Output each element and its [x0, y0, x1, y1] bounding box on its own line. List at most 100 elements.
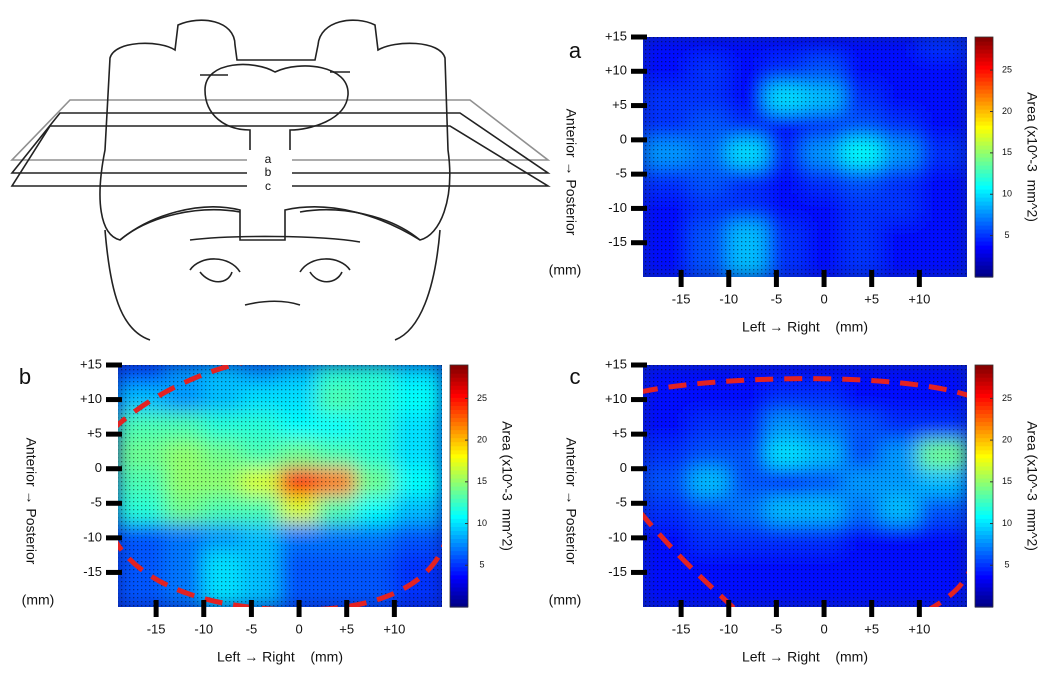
y-tick-label: +5: [612, 97, 627, 112]
colorbar-segment: [975, 413, 993, 419]
colorbar-segment: [975, 197, 993, 202]
colorbar-tick-label: 5: [479, 560, 484, 570]
y-axis-label: Anterior → Posterior: [23, 438, 39, 565]
colorbar-segment: [975, 213, 993, 218]
colorbar-segment: [975, 590, 993, 596]
heatmap-panel: [643, 37, 967, 277]
colorbar-segment: [975, 69, 993, 74]
x-tick-label: -5: [246, 621, 258, 636]
colorbar-segment: [450, 465, 468, 471]
colorbar-segment: [450, 473, 468, 479]
colorbar-segment: [450, 421, 468, 427]
colorbar-tick-label: 20: [1002, 106, 1012, 116]
colorbar-segment: [975, 445, 993, 451]
colorbar-segment: [975, 121, 993, 126]
colorbar-tick-label: 20: [1002, 434, 1012, 444]
colorbar-segment: [450, 582, 468, 588]
colorbar-segment: [975, 265, 993, 270]
colorbar-segment: [975, 153, 993, 158]
colorbar-segment: [975, 129, 993, 134]
colorbar-segment: [975, 189, 993, 194]
colorbar-segment: [450, 461, 468, 467]
y-tick-label: -5: [615, 495, 627, 510]
colorbar-segment: [975, 53, 993, 58]
colorbar-segment: [975, 514, 993, 519]
colorbar-segment: [450, 598, 468, 604]
colorbar-segment: [450, 441, 468, 447]
colorbar-segment: [975, 57, 993, 62]
colorbar-segment: [450, 590, 468, 596]
colorbar-segment: [975, 269, 993, 274]
colorbar-segment: [450, 385, 468, 390]
y-tick-label: 0: [620, 131, 627, 146]
colorbar-segment: [975, 181, 993, 186]
colorbar-segment: [975, 397, 993, 402]
colorbar-segment: [975, 534, 993, 540]
colorbar-label: Area (x10^-3 mm^2): [1024, 421, 1040, 551]
face-outline: [104, 209, 441, 341]
colorbar-segment: [450, 522, 468, 527]
x-tick-label: -10: [719, 291, 738, 306]
colorbar-segment: [450, 425, 468, 431]
colorbar-segment: [975, 586, 993, 592]
colorbar-frame: [974, 364, 994, 608]
colorbar-segment: [975, 441, 993, 447]
colorbar-segment: [450, 486, 468, 491]
colorbar-tick-label: 5: [1004, 230, 1009, 240]
texture: [118, 365, 442, 607]
plane-a: [10, 99, 551, 161]
colorbar-segment: [975, 45, 993, 50]
colorbar-segment: [450, 401, 468, 406]
colorbar-segment: [975, 273, 993, 278]
colorbar-segment: [975, 49, 993, 54]
colorbar-segment: [975, 169, 993, 174]
y-tick-label: -15: [608, 564, 627, 579]
colorbar-segment: [975, 233, 993, 238]
colorbar-segment: [975, 437, 993, 443]
anatomy-diagram: a b c: [10, 19, 551, 341]
colorbar-segment: [975, 93, 993, 98]
colorbar-segment: [975, 494, 993, 499]
colorbar-segment: [450, 510, 468, 515]
colorbar-segment: [975, 481, 993, 487]
colorbar-segment: [975, 522, 993, 527]
colorbar-segment: [975, 249, 993, 254]
colorbar-segment: [975, 562, 993, 568]
colorbar-segment: [975, 221, 993, 226]
colorbar-segment: [975, 369, 993, 374]
colorbar-segment: [975, 546, 993, 552]
colorbar-segment: [975, 157, 993, 162]
colorbar-segment: [450, 377, 468, 382]
colorbar-segment: [450, 526, 468, 531]
colorbar-segment: [975, 518, 993, 523]
colorbar-segment: [975, 161, 993, 166]
colorbar-segment: [450, 538, 468, 544]
x-tick-label: 0: [820, 621, 827, 636]
colorbar-segment: [975, 453, 993, 459]
colorbar-segment: [450, 381, 468, 386]
colorbar-segment: [975, 510, 993, 515]
colorbar-segment: [450, 365, 468, 370]
colorbar-segment: [975, 461, 993, 467]
colorbar-segment: [975, 578, 993, 584]
colorbar-segment: [450, 369, 468, 374]
plane-label: a: [265, 152, 272, 166]
x-tick-label: +5: [864, 621, 879, 636]
x-tick-label: +10: [383, 621, 405, 636]
colorbar-segment: [975, 109, 993, 114]
colorbar-segment: [975, 389, 993, 394]
colorbar-segment: [975, 101, 993, 106]
x-axis-label: Left → Right (mm): [217, 649, 343, 665]
colorbar-segment: [975, 261, 993, 266]
y-tick-label: +15: [605, 28, 627, 43]
colorbar-segment: [450, 433, 468, 439]
x-axis-label: Left → Right (mm): [742, 319, 868, 335]
x-tick-label: +5: [864, 291, 879, 306]
colorbar-segment: [450, 429, 468, 435]
colorbar-segment: [975, 377, 993, 382]
colorbar-segment: [450, 373, 468, 378]
colorbar-tick-label: 10: [1002, 518, 1012, 528]
colorbar-segment: [975, 81, 993, 86]
colorbar-segment: [975, 498, 993, 503]
colorbar-segment: [975, 73, 993, 78]
